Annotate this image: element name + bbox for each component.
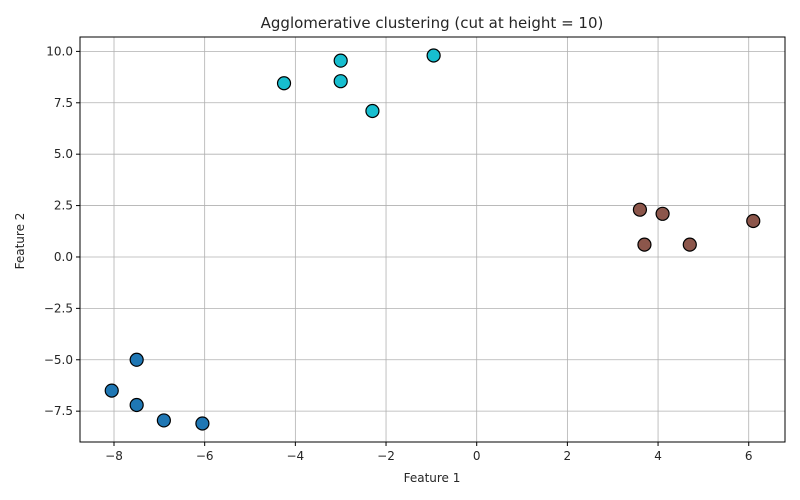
y-tick-label: −5.0 — [44, 353, 73, 367]
y-tick-label: −7.5 — [44, 404, 73, 418]
x-tick-label: −2 — [377, 449, 395, 463]
y-tick-label: 2.5 — [54, 199, 73, 213]
x-tick-label: −6 — [196, 449, 214, 463]
x-tick-label: −4 — [287, 449, 305, 463]
x-tick-label: 0 — [473, 449, 481, 463]
y-tick-label: −2.5 — [44, 301, 73, 315]
y-tick-label: 5.0 — [54, 147, 73, 161]
data-points — [104, 48, 761, 431]
data-point-cluster-2 — [682, 237, 697, 252]
data-point-cluster-2 — [746, 213, 761, 229]
data-point-cluster-1 — [195, 416, 210, 431]
data-point-cluster-3 — [365, 103, 380, 119]
data-point-cluster-3 — [276, 76, 292, 91]
axis-ticks: −8 −6 −4 −2 0 2 4 6 −7.5 −5.0 −2.5 0.0 2.5 5.0 7.5 10.0 — [44, 44, 753, 463]
data-point-cluster-1 — [129, 352, 144, 367]
y-tick-label: 0.0 — [54, 250, 73, 264]
data-point-cluster-1 — [129, 397, 144, 413]
chart-title: Agglomerative clustering (cut at height … — [261, 14, 604, 32]
data-point-cluster-2 — [637, 237, 652, 252]
y-tick-label: 10.0 — [46, 44, 73, 58]
x-tick-label: 4 — [654, 449, 662, 463]
plot-frame — [79, 36, 786, 443]
data-point-cluster-3 — [333, 53, 348, 68]
x-tick-label: 2 — [564, 449, 572, 463]
x-tick-label: 6 — [745, 449, 753, 463]
data-point-cluster-1 — [156, 413, 171, 428]
data-point-cluster-1 — [104, 383, 119, 398]
x-axis-label: Feature 1 — [404, 471, 461, 485]
y-axis-label: Feature 2 — [13, 213, 27, 270]
data-point-cluster-2 — [632, 202, 648, 217]
y-tick-label: 7.5 — [54, 96, 73, 110]
data-point-cluster-2 — [655, 206, 670, 221]
data-point-cluster-3 — [426, 48, 441, 63]
x-tick-label: −8 — [105, 449, 123, 463]
data-point-cluster-3 — [333, 74, 348, 89]
grid-lines — [80, 37, 785, 442]
